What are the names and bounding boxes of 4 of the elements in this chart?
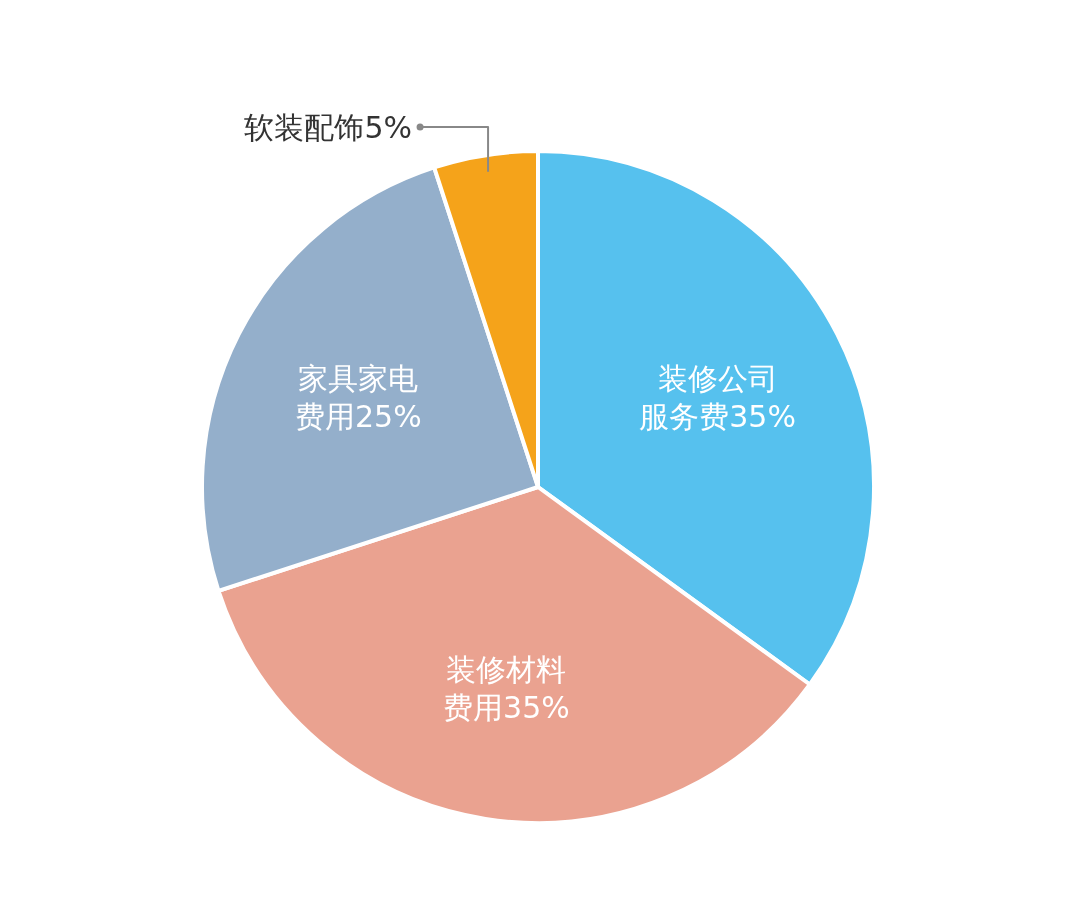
slice-label: 装修材料费用35% [443,652,570,726]
slice-label: 家具家电费用25% [295,361,422,435]
slice-label: 软装配饰5% [244,110,413,145]
slice-label: 装修公司服务费35% [639,361,796,435]
